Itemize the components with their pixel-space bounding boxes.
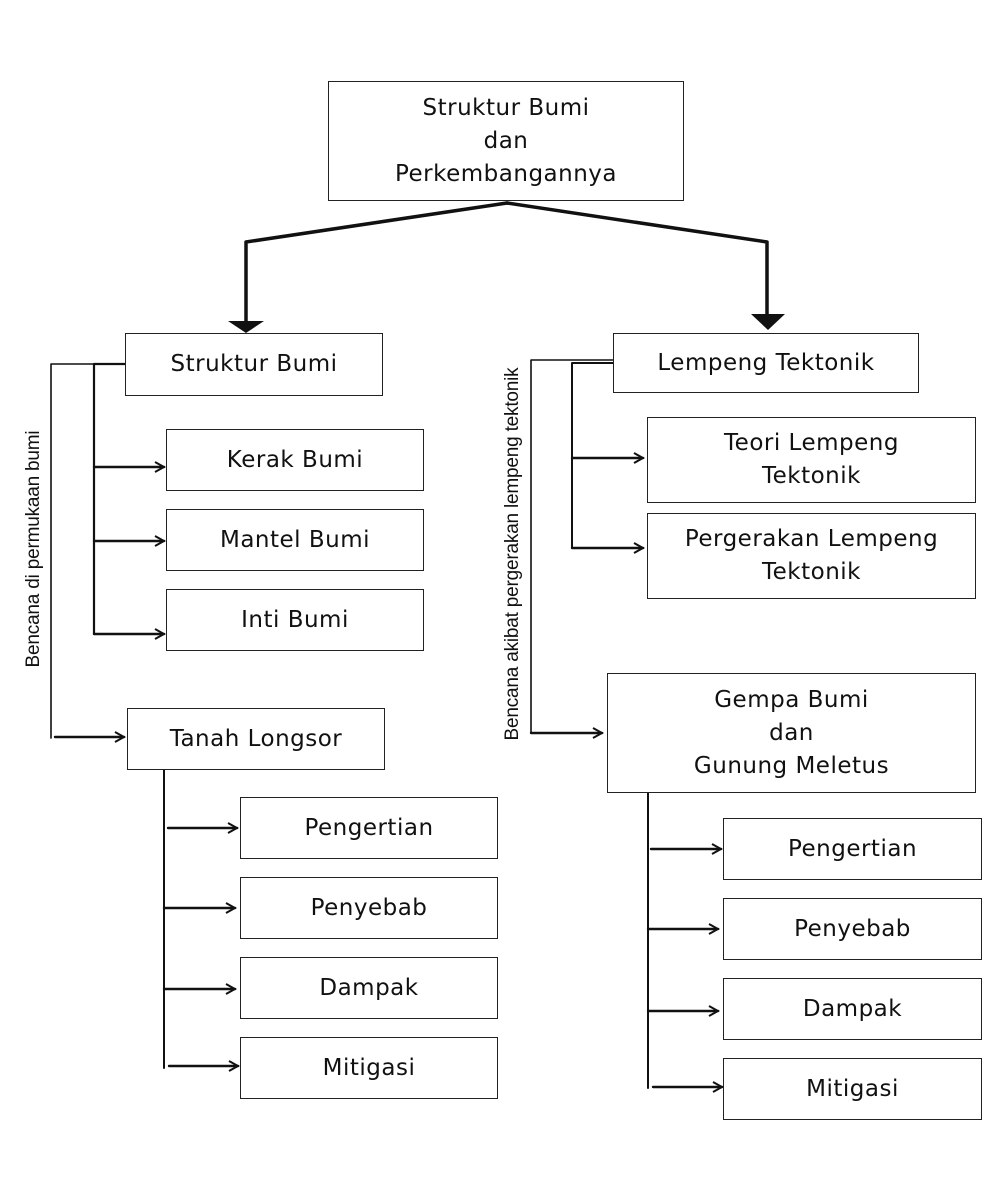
- node-right-penyebab: Penyebab: [723, 898, 982, 960]
- node-label: Mitigasi: [322, 1054, 416, 1081]
- node-left-dampak: Dampak: [240, 957, 498, 1019]
- root-line-3: Perkembangannya: [394, 160, 618, 187]
- node-label: Inti Bumi: [241, 606, 349, 633]
- node-pergerakan-lempeng: Pergerakan Lempeng Tektonik: [647, 513, 976, 599]
- node-label-line-2: Tektonik: [762, 559, 861, 585]
- node-right-mitigasi: Mitigasi: [723, 1058, 982, 1120]
- root-arrowhead-left: [228, 321, 264, 333]
- node-lempeng-tektonik: Lempeng Tektonik: [613, 333, 919, 393]
- node-label-line-3: Gunung Meletus: [693, 752, 890, 779]
- node-teori-lempeng: Teori Lempeng Tektonik: [647, 417, 976, 503]
- node-left-pengertian: Pengertian: [240, 797, 498, 859]
- node-tanah-longsor: Tanah Longsor: [127, 708, 385, 770]
- root-line-2: dan: [483, 127, 529, 154]
- root-node: Struktur Bumi dan Perkembangannya: [328, 81, 684, 201]
- root-branch-left: [244, 201, 509, 324]
- root-arrowhead-right: [751, 314, 785, 330]
- node-left-mitigasi: Mitigasi: [240, 1037, 498, 1099]
- node-kerak-bumi: Kerak Bumi: [166, 429, 424, 491]
- node-left-penyebab: Penyebab: [240, 877, 498, 939]
- node-inti-bumi: Inti Bumi: [166, 589, 424, 651]
- node-label: Dampak: [319, 974, 419, 1001]
- node-right-pengertian: Pengertian: [723, 818, 982, 880]
- side-label-right: Bencana akibat pergerakan lempeng tekton…: [502, 367, 523, 741]
- node-label: Penyebab: [794, 915, 911, 942]
- node-label: Dampak: [802, 995, 903, 1022]
- side-label-left: Bencana di permukaan bumi: [23, 430, 44, 668]
- node-label: Mitigasi: [806, 1075, 899, 1102]
- node-mantel-bumi: Mantel Bumi: [166, 509, 424, 571]
- node-label: Tanah Longsor: [169, 725, 343, 752]
- node-label: Pengertian: [304, 814, 434, 841]
- node-label: Kerak Bumi: [226, 446, 364, 473]
- node-label-line-1: Pergerakan Lempeng: [684, 526, 939, 552]
- root-line-1: Struktur Bumi: [422, 94, 590, 121]
- node-right-dampak: Dampak: [723, 978, 982, 1040]
- node-label-line-1: Gempa Bumi: [714, 686, 869, 713]
- root-branch-right: [505, 201, 769, 318]
- node-label: Lempeng Tektonik: [657, 349, 875, 376]
- node-label-line-2: dan: [769, 719, 814, 746]
- node-label: Penyebab: [310, 894, 428, 921]
- node-label: Struktur Bumi: [170, 351, 338, 377]
- node-label: Pengertian: [787, 835, 918, 862]
- node-label-line-2: Tektonik: [761, 463, 861, 489]
- node-gempa-gunung: Gempa Bumi dan Gunung Meletus: [607, 673, 976, 793]
- node-label-line-1: Teori Lempeng: [724, 430, 899, 456]
- node-label: Mantel Bumi: [219, 526, 371, 553]
- node-struktur-bumi: Struktur Bumi: [125, 333, 383, 396]
